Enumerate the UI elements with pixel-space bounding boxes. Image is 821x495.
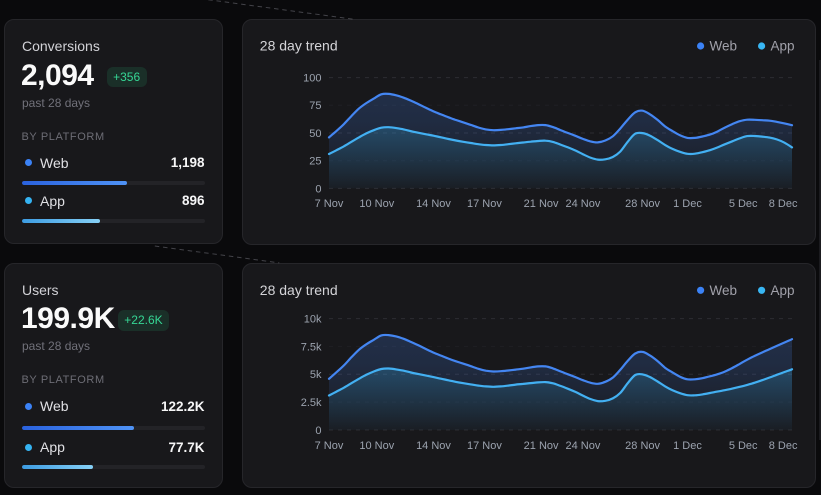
svg-text:10k: 10k: [304, 314, 322, 326]
svg-text:8 Dec: 8 Dec: [769, 440, 798, 452]
svg-text:Web: Web: [710, 39, 738, 54]
svg-text:7 Nov: 7 Nov: [315, 198, 344, 210]
svg-text:75: 75: [309, 100, 321, 112]
svg-text:24 Nov: 24 Nov: [565, 440, 600, 452]
svg-text:17 Nov: 17 Nov: [467, 440, 502, 452]
svg-text:8 Dec: 8 Dec: [769, 198, 798, 210]
svg-text:24 Nov: 24 Nov: [565, 198, 600, 210]
svg-text:7.5k: 7.5k: [301, 341, 322, 353]
svg-text:App: App: [771, 39, 795, 54]
svg-text:5 Dec: 5 Dec: [729, 440, 758, 452]
svg-text:17 Nov: 17 Nov: [467, 198, 502, 210]
svg-text:1 Dec: 1 Dec: [673, 440, 702, 452]
svg-text:28 day trend: 28 day trend: [260, 282, 338, 298]
svg-text:5k: 5k: [310, 369, 322, 381]
svg-text:10 Nov: 10 Nov: [359, 440, 394, 452]
svg-text:0: 0: [315, 425, 321, 437]
svg-text:Web: Web: [710, 283, 738, 298]
svg-text:14 Nov: 14 Nov: [416, 198, 451, 210]
svg-text:21 Nov: 21 Nov: [524, 198, 559, 210]
svg-text:28 Nov: 28 Nov: [625, 198, 660, 210]
svg-text:28 day trend: 28 day trend: [260, 38, 338, 54]
svg-text:50: 50: [309, 128, 321, 140]
svg-text:2.5k: 2.5k: [301, 397, 322, 409]
svg-text:1 Dec: 1 Dec: [673, 198, 702, 210]
svg-text:25: 25: [309, 156, 321, 168]
svg-text:0: 0: [315, 183, 321, 195]
svg-text:100: 100: [303, 73, 321, 85]
svg-text:5 Dec: 5 Dec: [729, 198, 758, 210]
svg-text:28 Nov: 28 Nov: [625, 440, 660, 452]
svg-text:14 Nov: 14 Nov: [416, 440, 451, 452]
svg-text:7 Nov: 7 Nov: [315, 440, 344, 452]
svg-text:10 Nov: 10 Nov: [359, 198, 394, 210]
svg-text:App: App: [771, 283, 795, 298]
svg-text:21 Nov: 21 Nov: [524, 440, 559, 452]
